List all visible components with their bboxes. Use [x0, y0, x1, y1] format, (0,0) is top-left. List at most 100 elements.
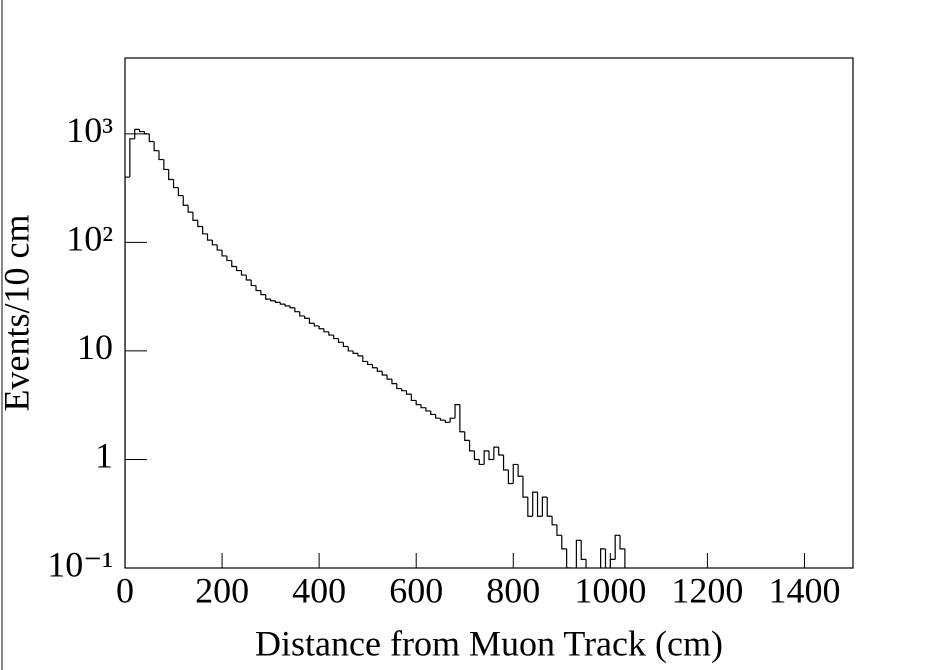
histogram-bin — [507, 469, 514, 485]
histogram-bin — [289, 305, 295, 309]
histogram-bin — [532, 491, 538, 517]
histogram-bin — [270, 299, 276, 302]
histogram-bin — [134, 128, 140, 139]
histogram-bin — [125, 176, 130, 568]
histogram-bin — [337, 338, 344, 343]
histogram-bin — [148, 133, 155, 143]
x-tick-label: 200 — [195, 570, 249, 610]
histogram-bin — [483, 450, 489, 465]
histogram-bin — [357, 353, 363, 357]
histogram-bin — [624, 548, 626, 568]
histogram-bin — [405, 390, 412, 395]
histogram-bin — [468, 440, 475, 452]
histogram-bin — [299, 311, 305, 317]
histogram-bin — [192, 212, 198, 221]
histogram-bin — [206, 233, 213, 241]
histogram-bin — [459, 404, 465, 433]
histogram-bin — [551, 516, 557, 526]
histogram-bin — [367, 361, 373, 366]
histogram-bin — [498, 447, 504, 456]
histogram-bin — [439, 418, 446, 421]
histogram-bin — [211, 240, 218, 246]
histogram-bin — [391, 379, 397, 385]
histogram-bin — [328, 331, 334, 336]
histogram-bin — [226, 255, 232, 262]
x-tick-label: 600 — [389, 570, 443, 610]
histogram-bin — [435, 414, 441, 419]
histogram-bin — [216, 244, 223, 251]
histogram-bin — [163, 159, 169, 171]
histogram-bin — [323, 328, 329, 333]
histogram-bin — [221, 250, 227, 257]
x-tick-label: 1000 — [574, 570, 646, 610]
histogram-bin — [342, 342, 349, 348]
x-axis-title: Distance from Muon Track (cm) — [255, 623, 723, 663]
histogram-bin — [172, 179, 179, 189]
y-tick-label: 10⁻¹ — [47, 544, 113, 584]
histogram-bin — [561, 535, 567, 550]
histogram-bin — [473, 450, 480, 461]
y-axis-title: Events/10 cm — [0, 215, 36, 412]
histogram-bin — [522, 476, 528, 498]
histogram-bin — [333, 335, 339, 340]
histogram-bin — [420, 404, 426, 409]
x-tick-label: 1400 — [768, 570, 840, 610]
histogram-bin — [488, 450, 494, 461]
plot-frame — [124, 57, 854, 569]
histogram-bin — [401, 388, 407, 392]
histogram-bin — [566, 548, 572, 568]
histogram-bin — [129, 138, 135, 178]
histogram-bin — [575, 539, 582, 568]
histogram-bin — [449, 417, 456, 423]
y-tick-label: 1 — [95, 436, 113, 476]
histogram-bin — [250, 280, 257, 287]
histogram-bin — [376, 367, 383, 372]
histogram-bin — [274, 300, 281, 303]
histogram-bin — [231, 260, 237, 268]
histogram-bin — [168, 169, 174, 181]
histogram-bin — [187, 205, 193, 213]
histogram-bin — [536, 492, 543, 517]
histogram-bin — [614, 534, 621, 560]
x-tick-label: 400 — [292, 570, 346, 610]
histogram-bin — [240, 270, 247, 276]
histogram-bin — [313, 323, 320, 327]
histogram-bin — [502, 454, 509, 471]
histogram-bin — [425, 407, 431, 412]
histogram-bin — [362, 355, 368, 363]
histogram-bin — [396, 383, 402, 390]
histogram-bin — [604, 548, 607, 568]
histogram-bin — [158, 150, 164, 161]
histogram-bin — [138, 129, 145, 133]
histogram-bin — [182, 195, 189, 206]
histogram-bin — [284, 304, 291, 307]
histogram-bin — [541, 496, 548, 517]
histogram-bin — [352, 350, 358, 354]
x-tick-label: 1200 — [671, 570, 743, 610]
histogram-bin — [512, 463, 519, 484]
histogram-bin — [202, 226, 208, 235]
histogram-bin — [580, 540, 587, 561]
histogram-bin — [177, 187, 184, 197]
x-tick-label: 800 — [486, 570, 540, 610]
histogram-bin — [318, 325, 324, 330]
histogram-bin — [265, 294, 271, 300]
histogram-bin — [386, 375, 392, 380]
histogram-bin — [493, 446, 499, 460]
histogram-bin — [294, 307, 300, 313]
histogram-bin — [255, 285, 261, 292]
histogram-bin — [478, 459, 485, 466]
histogram-bin — [600, 548, 606, 568]
histogram-bin — [527, 497, 533, 517]
histogram-bin — [371, 364, 378, 369]
y-tick-label: 10³ — [66, 110, 113, 150]
histogram-bin — [546, 497, 553, 517]
histogram-bin — [381, 371, 388, 376]
histogram-bin — [454, 404, 460, 419]
histogram-bin — [444, 420, 451, 423]
histogram-bin — [619, 535, 625, 550]
histogram-bin — [415, 400, 422, 406]
histogram-bin — [410, 394, 417, 402]
histogram-bin — [260, 290, 266, 296]
